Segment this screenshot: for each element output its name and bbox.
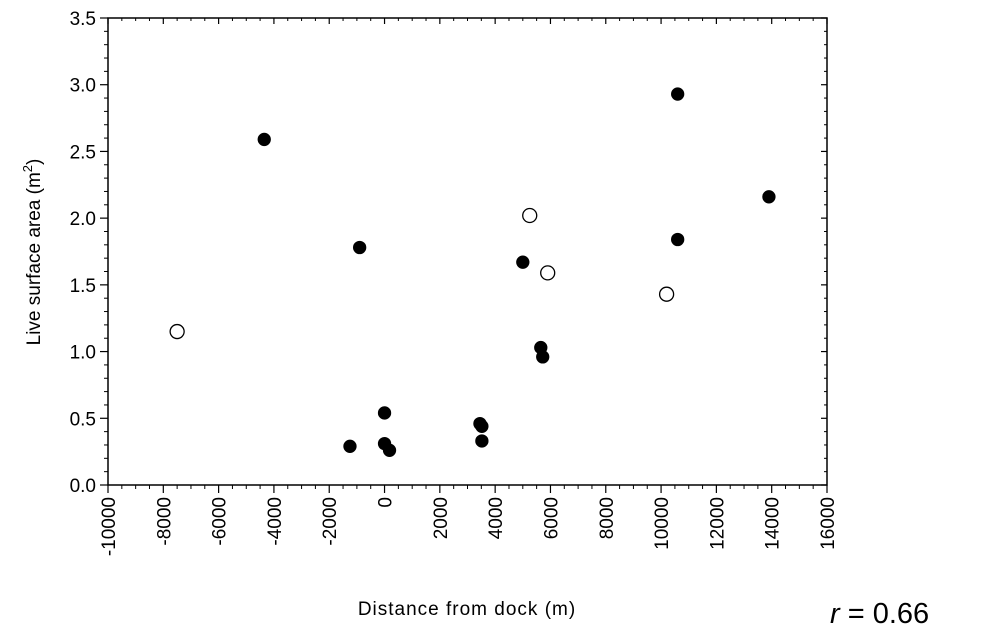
data-point-filled <box>257 132 271 147</box>
data-point-open <box>658 286 675 302</box>
data-point-filled <box>475 419 489 433</box>
data-point-filled <box>352 240 367 255</box>
y-axis-title-suffix: ) <box>24 159 45 165</box>
data-point-filled <box>536 350 550 364</box>
y-tick-label: 2.0 <box>70 209 96 230</box>
x-tick-label: 8000 <box>597 497 618 539</box>
y-axis-title-superscript: 2 <box>20 165 35 172</box>
data-point-filled <box>382 443 397 457</box>
y-tick-label: 3.5 <box>70 9 96 30</box>
data-point-filled <box>377 406 392 420</box>
x-tick-label: 6000 <box>541 497 562 539</box>
x-tick-label: 12000 <box>707 497 728 550</box>
x-tick-label: -6000 <box>210 497 231 546</box>
x-tick-label: -4000 <box>265 497 286 546</box>
x-axis-title: Distance from dock (m) <box>358 599 576 620</box>
data-point-filled <box>516 255 530 269</box>
y-tick-label: 0.5 <box>70 409 96 430</box>
data-point-open <box>169 323 185 340</box>
data-point-open <box>540 265 556 281</box>
data-point-open <box>522 207 538 224</box>
y-tick-label: 1.0 <box>70 343 96 364</box>
data-point-filled <box>475 434 489 448</box>
correlation-value: = 0.66 <box>839 598 930 630</box>
x-tick-label: 16000 <box>818 497 839 550</box>
data-point-filled <box>671 232 685 247</box>
y-axis-title-main: Live surface area (m <box>24 172 45 345</box>
plot-area <box>107 17 828 486</box>
x-tick-label: 0 <box>376 497 397 508</box>
correlation-symbol: r <box>830 598 840 630</box>
x-tick-label: -8000 <box>154 497 175 546</box>
x-tick-label: 10000 <box>652 497 673 550</box>
correlation-annotation: r = 0.66 <box>830 598 929 631</box>
y-tick-label: 0.0 <box>70 476 96 497</box>
x-tick-label: 4000 <box>486 497 507 539</box>
y-tick-label: 3.0 <box>70 76 96 97</box>
x-tick-label: -2000 <box>320 497 341 546</box>
y-axis-title: Live surface area (m2) <box>20 159 45 346</box>
data-point-filled <box>762 190 776 204</box>
y-tick-label: 1.5 <box>70 276 96 297</box>
data-point-filled <box>671 87 685 101</box>
data-point-filled <box>343 439 357 453</box>
x-tick-label: -10000 <box>99 497 120 556</box>
y-axis: 0.0 0.5 1.0 1.5 2.0 2.5 3.0 3.5 <box>70 9 827 497</box>
x-axis: -10000 -8000 -6000 -4000 -2000 0 2000 4000 6000 8… <box>99 18 839 556</box>
x-tick-label: 14000 <box>763 497 784 550</box>
y-tick-label: 2.5 <box>70 142 96 163</box>
x-tick-label: 2000 <box>431 497 452 539</box>
data-points <box>169 87 776 457</box>
